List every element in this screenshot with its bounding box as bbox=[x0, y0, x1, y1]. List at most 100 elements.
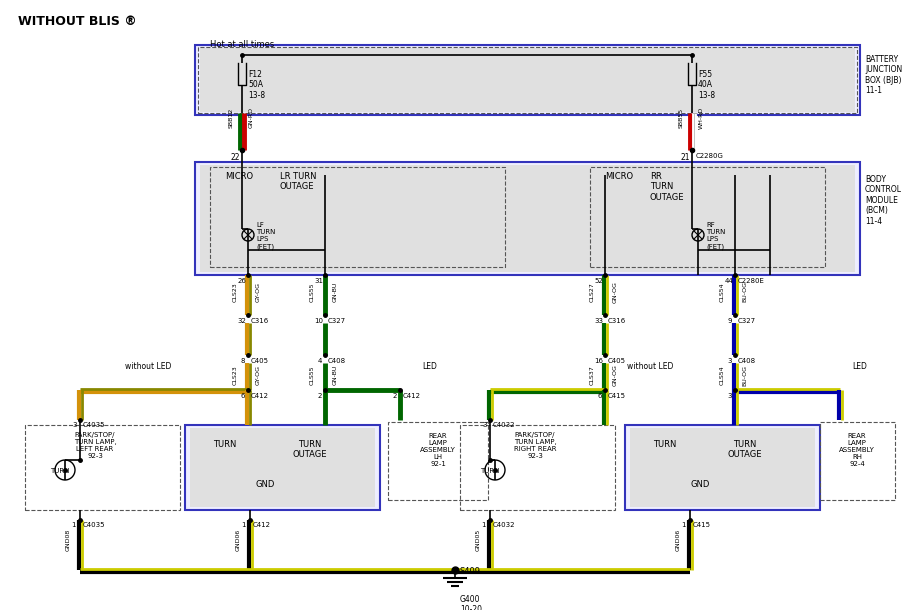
Text: 44: 44 bbox=[725, 278, 734, 284]
Text: SBB12: SBB12 bbox=[229, 108, 233, 128]
Text: GND06: GND06 bbox=[235, 529, 241, 551]
Text: CLS54: CLS54 bbox=[719, 282, 725, 302]
Text: GND: GND bbox=[255, 480, 275, 489]
Text: 1: 1 bbox=[241, 522, 245, 528]
Text: without LED: without LED bbox=[124, 362, 172, 371]
Bar bbox=[460, 425, 615, 510]
Text: C2280E: C2280E bbox=[738, 278, 765, 284]
Text: RR
TURN
OUTAGE: RR TURN OUTAGE bbox=[650, 172, 685, 202]
Text: TURN
OUTAGE: TURN OUTAGE bbox=[292, 440, 327, 459]
Text: GND08: GND08 bbox=[65, 529, 71, 551]
Bar bbox=[630, 428, 815, 507]
Text: 3: 3 bbox=[727, 358, 732, 364]
Text: GN-BU: GN-BU bbox=[332, 282, 338, 302]
Text: GY-OG: GY-OG bbox=[255, 365, 261, 385]
Text: 26: 26 bbox=[238, 278, 246, 284]
Text: C327: C327 bbox=[738, 318, 756, 324]
Text: F55
40A
13-8: F55 40A 13-8 bbox=[698, 70, 716, 100]
Text: LED: LED bbox=[853, 362, 867, 371]
Bar bbox=[388, 422, 488, 500]
Bar bbox=[625, 425, 820, 510]
Text: BODY
CONTROL
MODULE
(BCM)
11-4: BODY CONTROL MODULE (BCM) 11-4 bbox=[865, 175, 902, 226]
Text: 1: 1 bbox=[681, 522, 686, 528]
Text: LED: LED bbox=[422, 362, 438, 371]
Text: CLS27: CLS27 bbox=[589, 282, 595, 302]
Bar bbox=[200, 165, 855, 272]
Bar bbox=[210, 167, 505, 267]
Text: C412: C412 bbox=[251, 393, 269, 399]
Text: C415: C415 bbox=[608, 393, 626, 399]
Text: 3: 3 bbox=[73, 422, 77, 428]
Text: 52: 52 bbox=[595, 278, 604, 284]
Text: C415: C415 bbox=[693, 522, 711, 528]
Text: CLS23: CLS23 bbox=[232, 365, 238, 385]
Text: BK-YE: BK-YE bbox=[488, 531, 492, 548]
Text: CLS23: CLS23 bbox=[232, 282, 238, 302]
Bar bbox=[195, 45, 860, 115]
Text: C408: C408 bbox=[738, 358, 756, 364]
Text: REAR
LAMP
ASSEMBLY
LH
92-1: REAR LAMP ASSEMBLY LH 92-1 bbox=[420, 433, 456, 467]
Text: Hot at all times: Hot at all times bbox=[210, 40, 274, 49]
Text: without LED: without LED bbox=[627, 362, 673, 371]
Text: GND05: GND05 bbox=[476, 529, 480, 551]
Text: S409: S409 bbox=[460, 567, 481, 576]
Bar bbox=[820, 422, 895, 500]
Text: GND06: GND06 bbox=[676, 529, 680, 551]
Text: 16: 16 bbox=[595, 358, 604, 364]
Text: C316: C316 bbox=[251, 318, 270, 324]
Text: LF
TURN
LPS
(FET): LF TURN LPS (FET) bbox=[256, 222, 275, 249]
Text: BK-YE: BK-YE bbox=[248, 531, 252, 548]
Text: BATTERY
JUNCTION
BOX (BJB)
11-1: BATTERY JUNCTION BOX (BJB) 11-1 bbox=[865, 55, 903, 95]
Text: SBB55: SBB55 bbox=[678, 108, 684, 128]
Text: PARK/STOP/
TURN LAMP,
LEFT REAR
92-3: PARK/STOP/ TURN LAMP, LEFT REAR 92-3 bbox=[74, 432, 116, 459]
Text: 6: 6 bbox=[241, 393, 245, 399]
Text: 8: 8 bbox=[241, 358, 245, 364]
Text: F12
50A
13-8: F12 50A 13-8 bbox=[248, 70, 265, 100]
Text: 2: 2 bbox=[318, 393, 322, 399]
Text: BU-OG: BU-OG bbox=[743, 365, 747, 386]
Text: C4035: C4035 bbox=[83, 522, 105, 528]
Text: C412: C412 bbox=[253, 522, 271, 528]
Text: GN-OG: GN-OG bbox=[613, 364, 617, 386]
Text: C408: C408 bbox=[328, 358, 346, 364]
Text: C4032: C4032 bbox=[493, 422, 516, 428]
Text: TURN: TURN bbox=[654, 440, 676, 449]
Text: C327: C327 bbox=[328, 318, 346, 324]
Text: PARK/STOP/
TURN LAMP,
RIGHT REAR
92-3: PARK/STOP/ TURN LAMP, RIGHT REAR 92-3 bbox=[514, 432, 557, 459]
Text: 21: 21 bbox=[680, 153, 690, 162]
Text: CLS37: CLS37 bbox=[589, 365, 595, 385]
Text: GND: GND bbox=[690, 480, 710, 489]
Text: MICRO: MICRO bbox=[225, 172, 253, 181]
Text: G400
10-20: G400 10-20 bbox=[460, 595, 482, 610]
Text: BK-YE: BK-YE bbox=[77, 531, 83, 548]
Bar bbox=[25, 425, 180, 510]
Text: C412: C412 bbox=[403, 393, 421, 399]
Text: LR TURN
OUTAGE: LR TURN OUTAGE bbox=[280, 172, 317, 192]
Text: RF
TURN
LPS
(FET): RF TURN LPS (FET) bbox=[706, 222, 725, 249]
Text: C405: C405 bbox=[251, 358, 269, 364]
Text: GN-BU: GN-BU bbox=[332, 365, 338, 385]
Bar bbox=[185, 425, 380, 510]
Text: GN-OG: GN-OG bbox=[613, 281, 617, 303]
Bar bbox=[195, 162, 860, 275]
Text: REAR
LAMP
ASSEMBLY
RH
92-4: REAR LAMP ASSEMBLY RH 92-4 bbox=[839, 433, 875, 467]
Text: WH-RD: WH-RD bbox=[698, 107, 704, 129]
Bar bbox=[198, 47, 857, 113]
Text: TURN: TURN bbox=[480, 468, 499, 474]
Text: 6: 6 bbox=[597, 393, 602, 399]
Text: 1: 1 bbox=[480, 522, 485, 528]
Bar bbox=[200, 48, 855, 112]
Text: CLS55: CLS55 bbox=[310, 365, 314, 385]
Text: CLS55: CLS55 bbox=[310, 282, 314, 302]
Text: C405: C405 bbox=[608, 358, 626, 364]
Text: 4: 4 bbox=[318, 358, 322, 364]
Text: 32: 32 bbox=[238, 318, 246, 324]
Text: MICRO: MICRO bbox=[605, 172, 633, 181]
Text: TURN
OUTAGE: TURN OUTAGE bbox=[727, 440, 762, 459]
Bar bbox=[190, 428, 375, 507]
Text: TURN: TURN bbox=[50, 468, 70, 474]
Text: C2280G: C2280G bbox=[696, 153, 724, 159]
Text: GY-OG: GY-OG bbox=[255, 282, 261, 302]
Text: 3: 3 bbox=[483, 422, 488, 428]
Text: C316: C316 bbox=[608, 318, 627, 324]
